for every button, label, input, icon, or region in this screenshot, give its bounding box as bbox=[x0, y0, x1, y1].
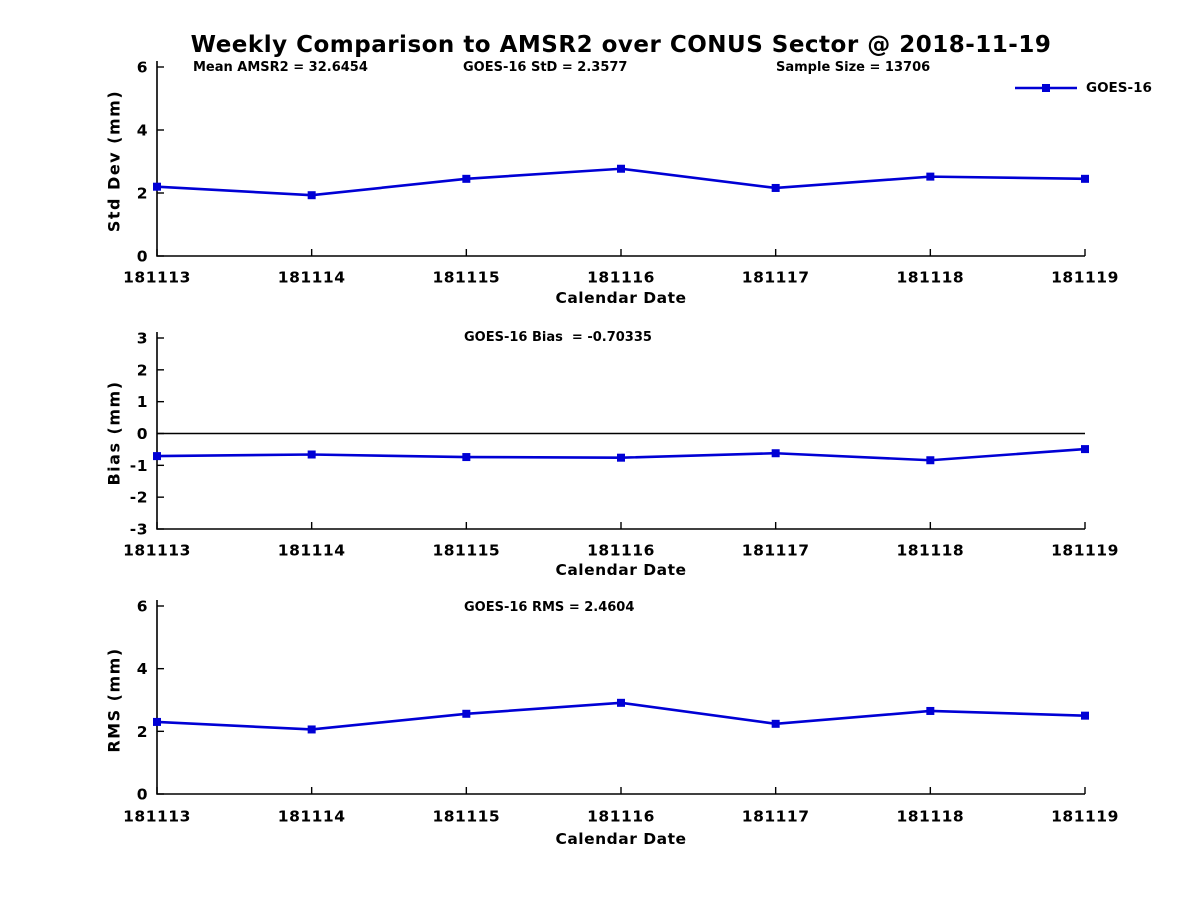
y-axis-label-rms: RMS (mm) bbox=[104, 647, 124, 753]
y-tick-label: 2 bbox=[137, 723, 148, 741]
subplot-std_dev: 0 2 4 6 181113 181114 181115 181116 181117 181118… bbox=[123, 59, 1119, 287]
y-tick-label: 2 bbox=[137, 361, 148, 379]
x-tick-label: 181119 bbox=[1051, 269, 1119, 287]
data-marker bbox=[462, 174, 471, 183]
y-tick-label: 1 bbox=[137, 393, 148, 411]
subplot-rms: 0 2 4 6 181113 181114 181115 181116 181117 181118… bbox=[123, 598, 1119, 826]
stat-sample-size: Sample Size = 13706 bbox=[776, 60, 931, 75]
x-axis-title-stddev: Calendar Date bbox=[555, 289, 687, 307]
legend-line-icon bbox=[1015, 84, 1077, 92]
legend-label: GOES-16 bbox=[1086, 80, 1152, 96]
data-marker bbox=[771, 183, 780, 192]
x-tick-label: 181118 bbox=[896, 808, 964, 826]
y-tick-label: 0 bbox=[137, 248, 148, 266]
y-tick-label: 6 bbox=[137, 59, 148, 77]
x-tick-label: 181116 bbox=[587, 542, 655, 560]
y-tick-label: -1 bbox=[130, 457, 148, 475]
data-marker bbox=[1081, 174, 1089, 183]
legend: GOES-16 bbox=[1014, 80, 1152, 96]
data-marker bbox=[153, 452, 161, 461]
data-marker bbox=[153, 182, 161, 191]
x-tick-label: 181114 bbox=[278, 542, 346, 560]
x-tick-label: 181114 bbox=[278, 269, 346, 287]
y-tick-label: 4 bbox=[137, 660, 148, 678]
x-tick-label: 181114 bbox=[278, 808, 346, 826]
x-tick-label: 181119 bbox=[1051, 808, 1119, 826]
stat-goes16-std: GOES-16 StD = 2.3577 bbox=[463, 60, 628, 75]
x-tick-label: 181117 bbox=[742, 542, 810, 560]
data-marker bbox=[1081, 445, 1089, 454]
axis-line bbox=[156, 61, 1085, 257]
stat-mean-amsr2: Mean AMSR2 = 32.6454 bbox=[193, 60, 368, 75]
x-axis-title-bias: Calendar Date bbox=[555, 561, 687, 579]
stat-goes16-bias: GOES-16 Bias = -0.70335 bbox=[464, 330, 652, 345]
data-marker bbox=[462, 709, 471, 718]
data-marker bbox=[1081, 711, 1089, 720]
data-marker bbox=[926, 706, 935, 715]
x-tick-label: 181115 bbox=[432, 808, 500, 826]
x-tick-label: 181116 bbox=[587, 808, 655, 826]
y-axis-label-bias: Bias (mm) bbox=[104, 380, 124, 486]
subplot-bias: -3 -2 -1 0 1 2 3 181113 181114 181115 181116 181117… bbox=[123, 330, 1119, 560]
y-tick-label: 2 bbox=[137, 185, 148, 203]
x-tick-label: 181117 bbox=[742, 269, 810, 287]
x-tick-label: 181113 bbox=[123, 542, 191, 560]
stat-goes16-rms: GOES-16 RMS = 2.4604 bbox=[464, 600, 635, 615]
y-tick-label: 0 bbox=[137, 786, 148, 804]
x-tick-label: 181119 bbox=[1051, 542, 1119, 560]
x-tick-label: 181115 bbox=[432, 269, 500, 287]
data-marker bbox=[617, 453, 625, 462]
data-marker bbox=[617, 164, 625, 173]
chart-title: Weekly Comparison to AMSR2 over CONUS Se… bbox=[190, 32, 1052, 58]
data-marker bbox=[926, 456, 935, 465]
x-axis-title-rms: Calendar Date bbox=[555, 830, 687, 848]
y-tick-label: 0 bbox=[137, 425, 148, 443]
data-marker bbox=[926, 172, 935, 181]
data-marker bbox=[771, 449, 780, 458]
x-tick-label: 181118 bbox=[896, 542, 964, 560]
data-marker bbox=[153, 717, 161, 726]
y-tick-label: 3 bbox=[137, 330, 148, 348]
y-tick-label: 4 bbox=[137, 122, 148, 140]
data-marker bbox=[307, 191, 316, 200]
y-axis-label-stddev: Std Dev (mm) bbox=[104, 89, 124, 233]
x-tick-label: 181117 bbox=[742, 808, 810, 826]
y-tick-label: -3 bbox=[130, 521, 148, 539]
axis-line bbox=[156, 600, 1085, 795]
data-marker bbox=[307, 450, 316, 459]
x-tick-label: 181113 bbox=[123, 269, 191, 287]
data-marker bbox=[771, 719, 780, 728]
x-tick-label: 181113 bbox=[123, 808, 191, 826]
data-marker bbox=[307, 725, 316, 734]
y-tick-label: -2 bbox=[130, 489, 148, 507]
data-marker bbox=[617, 698, 625, 707]
axis-line bbox=[156, 332, 1085, 530]
y-tick-label: 6 bbox=[137, 598, 148, 616]
x-tick-label: 181115 bbox=[432, 542, 500, 560]
x-tick-label: 181116 bbox=[587, 269, 655, 287]
data-marker bbox=[462, 453, 471, 462]
x-tick-label: 181118 bbox=[896, 269, 964, 287]
